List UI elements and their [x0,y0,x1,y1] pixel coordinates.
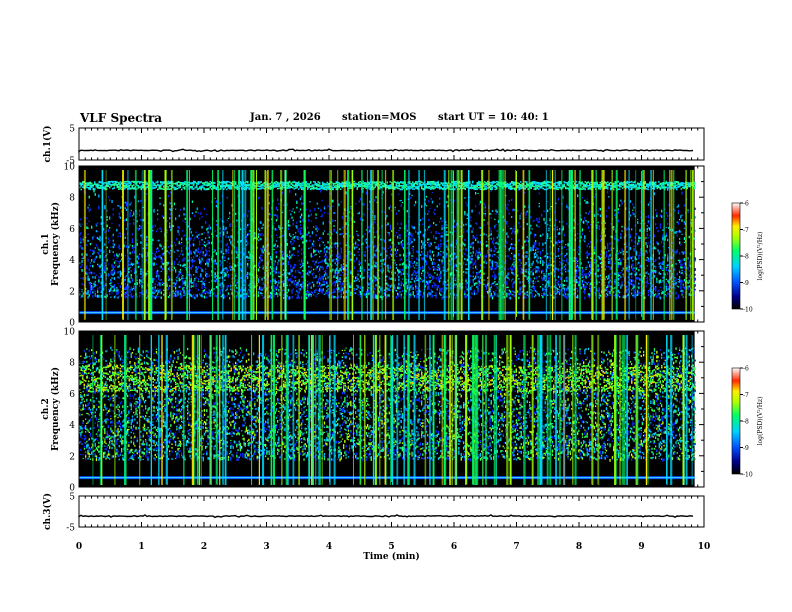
y-axis-label: ch.2 [41,398,51,419]
colorbar-tick-label: -9 [743,445,749,452]
y-axis-label: ch.3(V) [42,493,53,530]
x-tick-label: 3 [263,542,269,552]
y-axis-label: Frequency (kHz) [50,367,61,451]
x-tick-label: 0 [76,542,82,552]
x-tick-label: 2 [201,542,207,552]
y-axis-label: Frequency (kHz) [50,202,61,286]
colorbar-label: log(PSD)(V²/Hz) [757,397,764,446]
colorbar-tick-label: -9 [743,280,749,287]
y-tick-label: 0 [69,319,75,329]
y-tick-label: 4 [69,421,75,431]
y-tick-label: -5 [66,157,75,167]
colorbar-tick-label: -10 [743,307,753,314]
colorbar-tick-label: -10 [743,472,753,479]
x-tick-label: 7 [513,542,519,552]
x-tick-label: 10 [698,542,711,552]
colorbar-tick-label: -6 [743,201,749,208]
x-tick-label: 8 [576,542,582,552]
colorbar-tick-label: -7 [743,227,749,234]
y-tick-label: 10 [64,163,76,173]
y-axis-label: ch.1 [41,233,51,254]
y-tick-label: 4 [69,256,75,266]
ch1-spectrogram-colorbar [731,202,741,310]
x-tick-label: 9 [638,542,644,552]
y-tick-label: 2 [69,287,75,297]
colorbar-label: log(PSD)(V²/Hz) [757,232,764,281]
y-axis-label: ch.1(V) [42,126,53,163]
colorbar-tick-label: -6 [743,366,749,373]
y-tick-label: -5 [66,524,75,534]
x-tick-label: 4 [326,542,332,552]
y-tick-label: 6 [69,390,75,400]
ch2-spectrogram-colorbar [731,367,741,475]
station-label: station=MOS [342,112,416,123]
x-axis-label: Time (min) [363,551,420,562]
ch2-spectrogram-image [79,331,696,487]
colorbar-tick-label: -8 [743,254,749,261]
date-label: Jan. 7 , 2026 [250,112,321,123]
start-ut-label: start UT = 10: 40: 1 [438,112,549,123]
y-tick-label: 6 [69,225,75,235]
y-tick-label: 5 [69,125,75,135]
x-tick-label: 5 [388,542,394,552]
colorbar-tick-label: -8 [743,419,749,426]
y-tick-label: 8 [69,359,75,369]
y-tick-label: 10 [64,328,76,338]
ch1-voltage-trace [78,148,694,153]
x-tick-label: 6 [451,542,457,552]
colorbar-tick-label: -7 [743,392,749,399]
y-tick-label: 5 [69,493,75,503]
ch1-spectrogram-image [79,166,696,322]
ch3-voltage-trace [78,514,694,519]
y-tick-label: 8 [69,194,75,204]
page-title: VLF Spectra [80,111,162,125]
x-tick-label: 1 [138,542,144,552]
y-tick-label: 0 [69,484,75,494]
y-tick-label: 2 [69,452,75,462]
